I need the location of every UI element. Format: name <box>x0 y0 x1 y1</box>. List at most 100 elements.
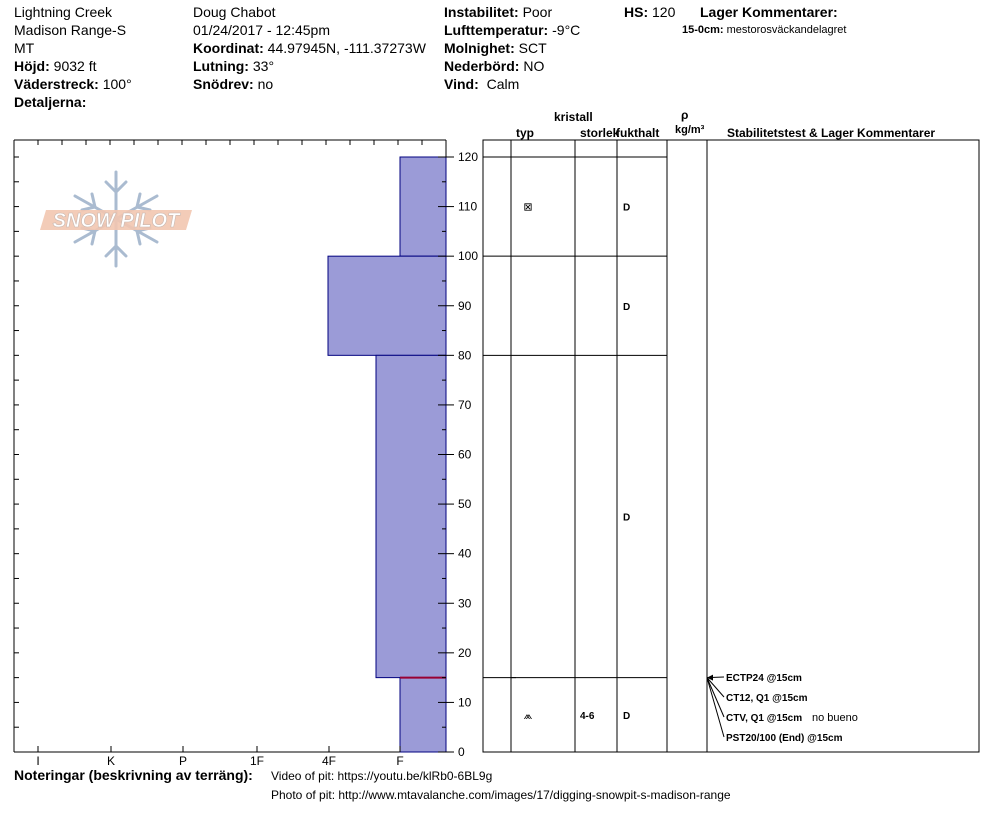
stability-tests: ECTP24 @15cm CT12, Q1 @15cm CTV, Q1 @15cm n… <box>706 673 858 744</box>
layer-moisture: D <box>623 711 630 722</box>
photo-link: Photo of pit: http://www.mtavalanche.com… <box>271 788 731 802</box>
air-temp: Lufttemperatur: -9°C <box>444 22 580 38</box>
hardness-bar <box>327 255 447 356</box>
notes-label: Noteringar (beskrivning av terräng): <box>14 767 253 783</box>
drift-value: no <box>257 76 274 92</box>
hardness-tick-label: F <box>396 754 403 768</box>
height-tick-label: 80 <box>458 348 472 362</box>
clouds-label: Molnighet: <box>444 40 515 56</box>
details-label: Detaljerna: <box>14 94 87 110</box>
instability-label: Instabilitet: <box>444 4 519 20</box>
hardness-bar <box>399 677 447 753</box>
layer-moisture: D <box>623 512 630 523</box>
logo-text: SNOW PILOT <box>53 210 181 232</box>
height-tick-label: 30 <box>458 596 472 610</box>
aspect: Väderstreck: 100° <box>14 76 132 92</box>
drift: Snödrev: no <box>193 76 273 92</box>
elevation: Höjd: 9032 ft <box>14 58 96 74</box>
coord-value: 44.97945N, -111.37273W <box>267 40 426 56</box>
density-symbol: ρ <box>681 108 689 122</box>
layer-comment: 15-0cm: mestorosväckandelagret <box>682 24 846 37</box>
wind: Vind: Calm <box>444 76 519 92</box>
snow-height: HS: 120 <box>624 4 675 20</box>
height-tick-label: 60 <box>458 448 472 462</box>
snowpilot-logo: SNOW PILOT <box>40 170 192 268</box>
height-tick-label: 20 <box>458 646 472 660</box>
hardness-bars <box>327 156 447 753</box>
location-name: Lightning Creek <box>14 4 113 20</box>
height-tick-label: 110 <box>458 200 477 214</box>
datetime: 01/24/2017 - 12:45pm <box>193 22 330 38</box>
hardness-axis: I K P 1F 4F F <box>36 746 404 768</box>
slope: Lutning: 33° <box>193 58 274 74</box>
layer-comment-text: mestorosväckandelagret <box>726 24 847 36</box>
height-tick-label: 50 <box>458 497 472 511</box>
video-link: Video of pit: https://youtu.be/klRb0-6BL… <box>271 769 493 783</box>
moisture-header: fukthalt <box>616 126 660 140</box>
height-tick-label: 100 <box>458 249 478 263</box>
layer-moisture: D <box>623 302 630 313</box>
height-tick-label: 70 <box>458 398 472 412</box>
stability-leader <box>706 677 725 718</box>
clouds: Molnighet: SCT <box>444 40 547 56</box>
hardness-tick-label: 1F <box>250 754 264 768</box>
layer-type: ⩕ <box>524 710 533 722</box>
table-frame <box>482 139 980 753</box>
wind-value: Calm <box>486 76 520 92</box>
state-name: MT <box>14 40 35 56</box>
aspect-value: 100° <box>102 76 132 92</box>
hs-value: 120 <box>652 4 676 20</box>
stability-test-label: PST20/100 (End) @15cm <box>726 733 843 744</box>
size-header: storlek <box>580 126 620 140</box>
instability: Instabilitet: Poor <box>444 4 552 20</box>
hardness-tick-label: I <box>36 754 39 768</box>
airtemp-value: -9°C <box>552 22 581 38</box>
left-minor-ticks <box>13 140 447 753</box>
stability-leader <box>706 677 725 698</box>
aspect-label: Väderstreck: <box>14 76 99 92</box>
hardness-tick-label: P <box>179 754 187 768</box>
stability-test-label: CT12, Q1 @15cm <box>726 693 808 704</box>
precip-label: Nederbörd: <box>444 58 520 74</box>
stability-leader <box>706 677 725 738</box>
clouds-value: SCT <box>518 40 547 56</box>
height-tick-label: 40 <box>458 547 472 561</box>
height-tick-label: 120 <box>458 150 478 164</box>
range-name: Madison Range-S <box>14 22 127 38</box>
density-unit: kg/m³ <box>675 124 705 136</box>
stability-arrowhead <box>707 674 713 681</box>
stability-test-label: CTV, Q1 @15cm <box>726 713 802 724</box>
precip-value: NO <box>523 58 545 74</box>
layer-type: ⊠ <box>523 202 532 214</box>
observer: Doug Chabot <box>193 4 276 20</box>
layer-table: ⊠ D D D ⩕ 4-6 D <box>482 139 980 753</box>
height-tick-label: 10 <box>458 695 472 709</box>
slope-label: Lutning: <box>193 58 249 74</box>
height-tick-label: 0 <box>458 745 465 759</box>
stability-test-comment: no bueno <box>812 712 858 724</box>
elevation-label: Höjd: <box>14 58 50 74</box>
airtemp-label: Lufttemperatur: <box>444 22 549 38</box>
hardness-bar <box>375 354 447 679</box>
hardness-tick-label: K <box>107 754 115 768</box>
height-tick-label: 90 <box>458 299 472 313</box>
hardness-tick-label: 4F <box>322 754 336 768</box>
crystal-header: kristall <box>554 110 593 124</box>
slope-value: 33° <box>252 58 275 74</box>
layer-comment-depth: 15-0cm: <box>682 24 724 36</box>
drift-label: Snödrev: <box>193 76 254 92</box>
coord-label: Koordinat: <box>193 40 264 56</box>
type-header: typ <box>516 126 534 140</box>
layer-moisture: D <box>623 203 630 214</box>
precip: Nederbörd: NO <box>444 58 544 74</box>
stability-test-label: ECTP24 @15cm <box>726 673 802 684</box>
layer-comments-label: Lager Kommentarer: <box>700 4 838 20</box>
elevation-value: 9032 ft <box>53 58 97 74</box>
wind-label: Vind: <box>444 76 479 92</box>
layer-size: 4-6 <box>580 711 595 722</box>
hs-label: HS: <box>624 4 649 20</box>
stability-header: Stabilitetstest & Lager Kommentarer <box>727 126 936 140</box>
instability-value: Poor <box>522 4 553 20</box>
